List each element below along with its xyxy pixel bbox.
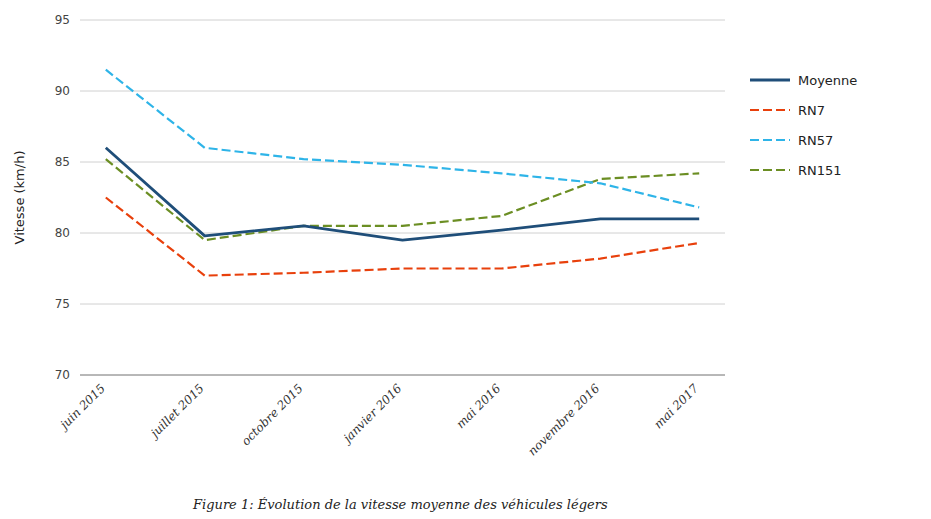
legend-label: RN151 — [798, 163, 842, 178]
x-tick-label: octobre 2015 — [239, 381, 306, 448]
x-tick-label: novembre 2016 — [525, 381, 602, 458]
legend-swatch — [750, 109, 790, 111]
x-tick-label: juin 2015 — [55, 381, 108, 434]
series-line — [106, 70, 699, 208]
y-tick-label: 80 — [55, 226, 70, 240]
grid-line — [80, 162, 725, 163]
legend-swatch — [750, 139, 790, 141]
legend-label: RN7 — [798, 103, 825, 118]
series-line — [106, 198, 699, 276]
grid-line — [80, 304, 725, 305]
grid-line — [80, 20, 725, 21]
legend: Moyenne RN7 RN57 RN151 — [750, 73, 857, 178]
legend-swatch — [750, 169, 790, 171]
grid-line — [80, 375, 725, 376]
chart-container: 70 75 80 85 90 95 Vitesse (km/h) juin 2015 juill… — [0, 0, 931, 519]
y-tick-label: 70 — [55, 368, 70, 382]
chart: 70 75 80 85 90 95 Vitesse (km/h) juin 2015 juill… — [0, 0, 931, 519]
legend-label: RN57 — [798, 133, 833, 148]
series-line — [106, 148, 699, 240]
x-axis-line — [80, 375, 725, 376]
y-grid — [80, 20, 725, 375]
y-tick-label: 85 — [55, 155, 70, 169]
y-axis-label: Vitesse (km/h) — [12, 151, 27, 245]
grid-line — [80, 233, 725, 234]
legend-label: Moyenne — [798, 73, 857, 88]
y-tick-label: 95 — [55, 13, 70, 27]
x-tick-label: janvier 2016 — [339, 381, 405, 447]
y-tick-label: 90 — [55, 84, 70, 98]
x-tick-label: mai 2017 — [651, 381, 701, 431]
x-tick-label: mai 2016 — [454, 381, 504, 431]
legend-swatch — [750, 79, 790, 82]
y-tick-label: 75 — [55, 297, 70, 311]
lines — [106, 70, 699, 276]
grid-line — [80, 91, 725, 92]
x-tick-label: juillet 2015 — [146, 381, 207, 442]
caption: Figure 1: Évolution de la vitesse moyenn… — [192, 497, 608, 512]
